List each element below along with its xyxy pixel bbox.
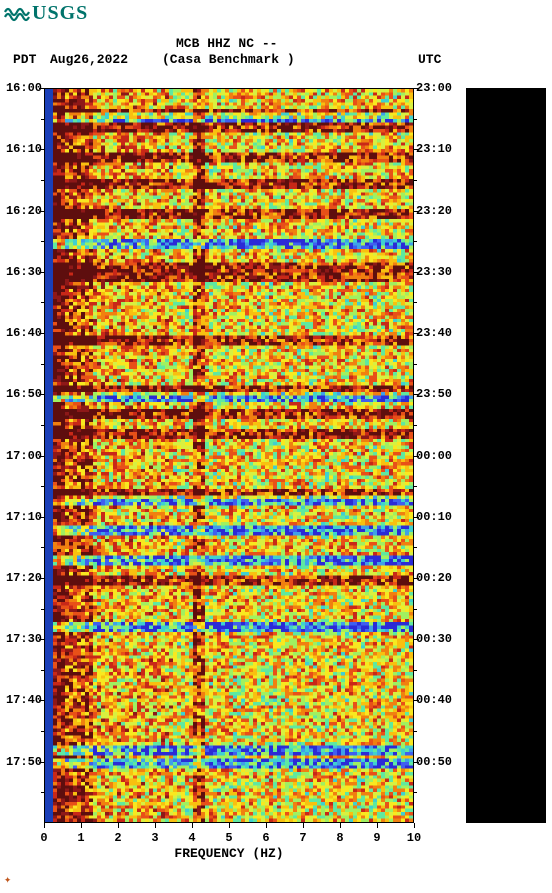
date-label: Aug26,2022 — [50, 52, 128, 67]
station-code: MCB HHZ NC -- — [176, 36, 277, 51]
tick-mark — [414, 456, 419, 457]
x-axis-label: FREQUENCY (HZ) — [44, 846, 414, 861]
tick-mark-minor — [41, 302, 44, 303]
tick-mark — [414, 88, 419, 89]
y-tick-right-label: 23:10 — [414, 142, 452, 156]
x-tick-label: 3 — [151, 831, 158, 845]
tick-mark-minor — [414, 547, 417, 548]
y-axis-right: 23:0023:1023:2023:3023:4023:5000:0000:10… — [414, 88, 462, 823]
spectrogram-canvas — [53, 89, 413, 822]
tick-mark-minor — [41, 609, 44, 610]
tick-mark — [414, 333, 419, 334]
tick-mark — [414, 700, 419, 701]
page-root: USGS MCB HHZ NC -- (Casa Benchmark ) PDT… — [0, 0, 552, 893]
y-tick-right-label: 23:40 — [414, 326, 452, 340]
y-tick-right-label: 23:30 — [414, 265, 452, 279]
tick-mark-minor — [41, 241, 44, 242]
tick-mark — [39, 272, 44, 273]
x-tick-label: 8 — [336, 831, 343, 845]
tick-mark — [39, 517, 44, 518]
tick-mark-minor — [41, 670, 44, 671]
tick-mark — [39, 211, 44, 212]
y-tick-right-label: 23:00 — [414, 81, 452, 95]
tick-mark-minor — [414, 486, 417, 487]
y-axis-left: 16:0016:1016:2016:3016:4016:5017:0017:10… — [0, 88, 44, 823]
tick-mark — [414, 272, 419, 273]
x-tick-label: 4 — [188, 831, 195, 845]
tick-mark-minor — [414, 364, 417, 365]
tick-mark — [414, 823, 415, 828]
tick-mark-minor — [41, 180, 44, 181]
x-tick-label: 5 — [225, 831, 232, 845]
tick-mark-minor — [414, 425, 417, 426]
y-tick-right-label: 23:50 — [414, 387, 452, 401]
y-tick-right-label: 00:20 — [414, 571, 452, 585]
tick-mark-minor — [41, 486, 44, 487]
tick-mark — [414, 762, 419, 763]
tick-mark — [39, 88, 44, 89]
tick-mark — [39, 700, 44, 701]
usgs-logo: USGS — [4, 2, 88, 27]
tick-mark — [414, 211, 419, 212]
tick-mark — [39, 456, 44, 457]
tick-mark-minor — [41, 731, 44, 732]
tz-right-label: UTC — [418, 52, 441, 67]
tick-mark-minor — [41, 792, 44, 793]
tick-mark-minor — [414, 180, 417, 181]
footer-glyph-icon: ✦ — [4, 872, 11, 887]
x-tick-label: 6 — [262, 831, 269, 845]
y-tick-right-label: 00:50 — [414, 755, 452, 769]
y-tick-right-label: 23:20 — [414, 204, 452, 218]
tick-mark — [414, 394, 419, 395]
station-benchmark: (Casa Benchmark ) — [162, 52, 295, 67]
tick-mark-minor — [414, 241, 417, 242]
tick-mark — [39, 639, 44, 640]
tick-mark-minor — [41, 547, 44, 548]
y-tick-right-label: 00:10 — [414, 510, 452, 524]
tick-mark-minor — [414, 670, 417, 671]
x-tick-label: 2 — [114, 831, 121, 845]
tick-mark-minor — [414, 609, 417, 610]
tick-mark — [414, 149, 419, 150]
tick-mark — [39, 394, 44, 395]
y-tick-right-label: 00:40 — [414, 693, 452, 707]
usgs-wave-icon — [4, 5, 30, 23]
tick-mark — [39, 149, 44, 150]
tick-mark — [39, 333, 44, 334]
usgs-logo-label: USGS — [32, 2, 88, 25]
tick-mark-minor — [41, 119, 44, 120]
colorbar-area — [466, 88, 546, 823]
tick-mark — [39, 578, 44, 579]
tick-mark-minor — [414, 792, 417, 793]
tick-mark — [414, 639, 419, 640]
tick-mark-minor — [414, 119, 417, 120]
tick-mark-minor — [414, 731, 417, 732]
tick-mark-minor — [41, 425, 44, 426]
spectrogram-plot — [44, 88, 414, 823]
x-tick-label: 10 — [407, 831, 421, 845]
usgs-logo-text: USGS — [4, 2, 88, 25]
x-tick-label: 1 — [77, 831, 84, 845]
tick-mark — [414, 578, 419, 579]
tz-left-label: PDT — [13, 52, 36, 67]
x-tick-label: 0 — [40, 831, 47, 845]
x-tick-label: 7 — [299, 831, 306, 845]
tick-mark — [39, 762, 44, 763]
tick-mark-minor — [414, 302, 417, 303]
y-tick-right-label: 00:30 — [414, 632, 452, 646]
tick-mark-minor — [41, 364, 44, 365]
x-tick-label: 9 — [373, 831, 380, 845]
y-tick-right-label: 00:00 — [414, 449, 452, 463]
tick-mark — [414, 517, 419, 518]
spectrogram-left-edge — [45, 89, 53, 822]
